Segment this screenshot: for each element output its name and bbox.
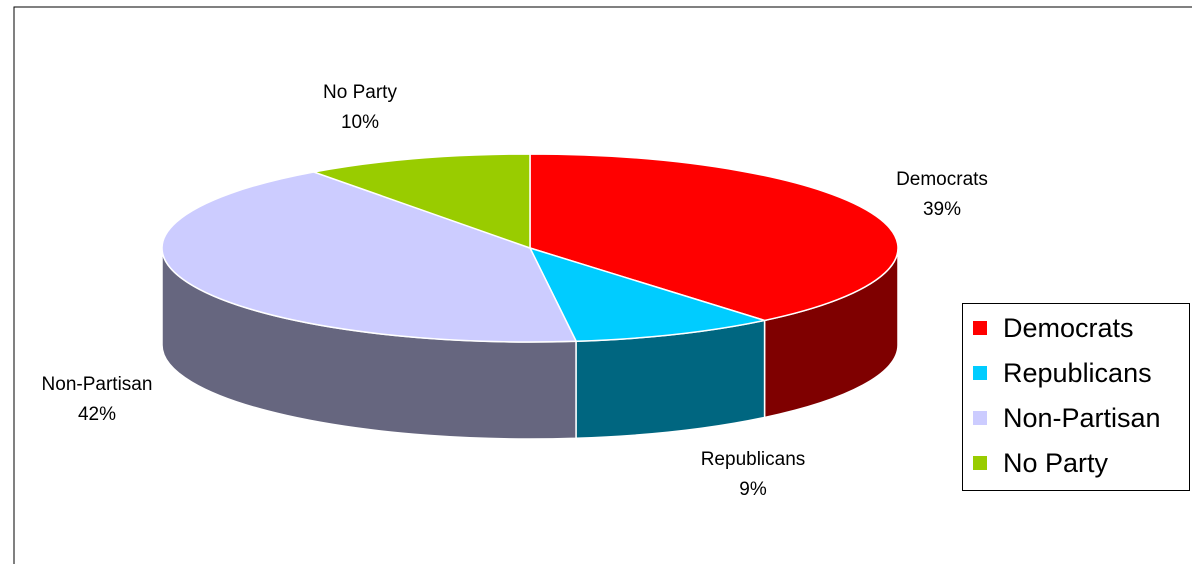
data-label-republicans: Republicans 9% (700, 449, 806, 500)
pie-slice-republicans (528, 246, 768, 343)
pie-slice-no-party (310, 153, 531, 250)
legend-swatch-no-party (973, 456, 987, 470)
legend-item-democrats: Democrats (973, 308, 1134, 348)
legend-item-republicans: Republicans (973, 353, 1152, 393)
legend-swatch-democrats (973, 321, 987, 335)
data-label-democrats: Democrats 39% (896, 169, 988, 220)
legend-swatch-republicans (973, 366, 987, 380)
chart-border (13, 6, 1192, 564)
legend-item-no-party: No Party (973, 443, 1108, 483)
legend: Democrats Republicans Non-Partisan No Pa… (962, 303, 1190, 491)
pie-slice-non-partisan (161, 171, 578, 343)
legend-item-non-partisan: Non-Partisan (973, 398, 1161, 438)
data-label-no-party: No Party 10% (323, 82, 397, 133)
data-label-non-partisan: Non-Partisan 42% (41, 374, 153, 425)
pie-slice-democrats (529, 153, 899, 322)
legend-swatch-non-partisan (973, 411, 987, 425)
